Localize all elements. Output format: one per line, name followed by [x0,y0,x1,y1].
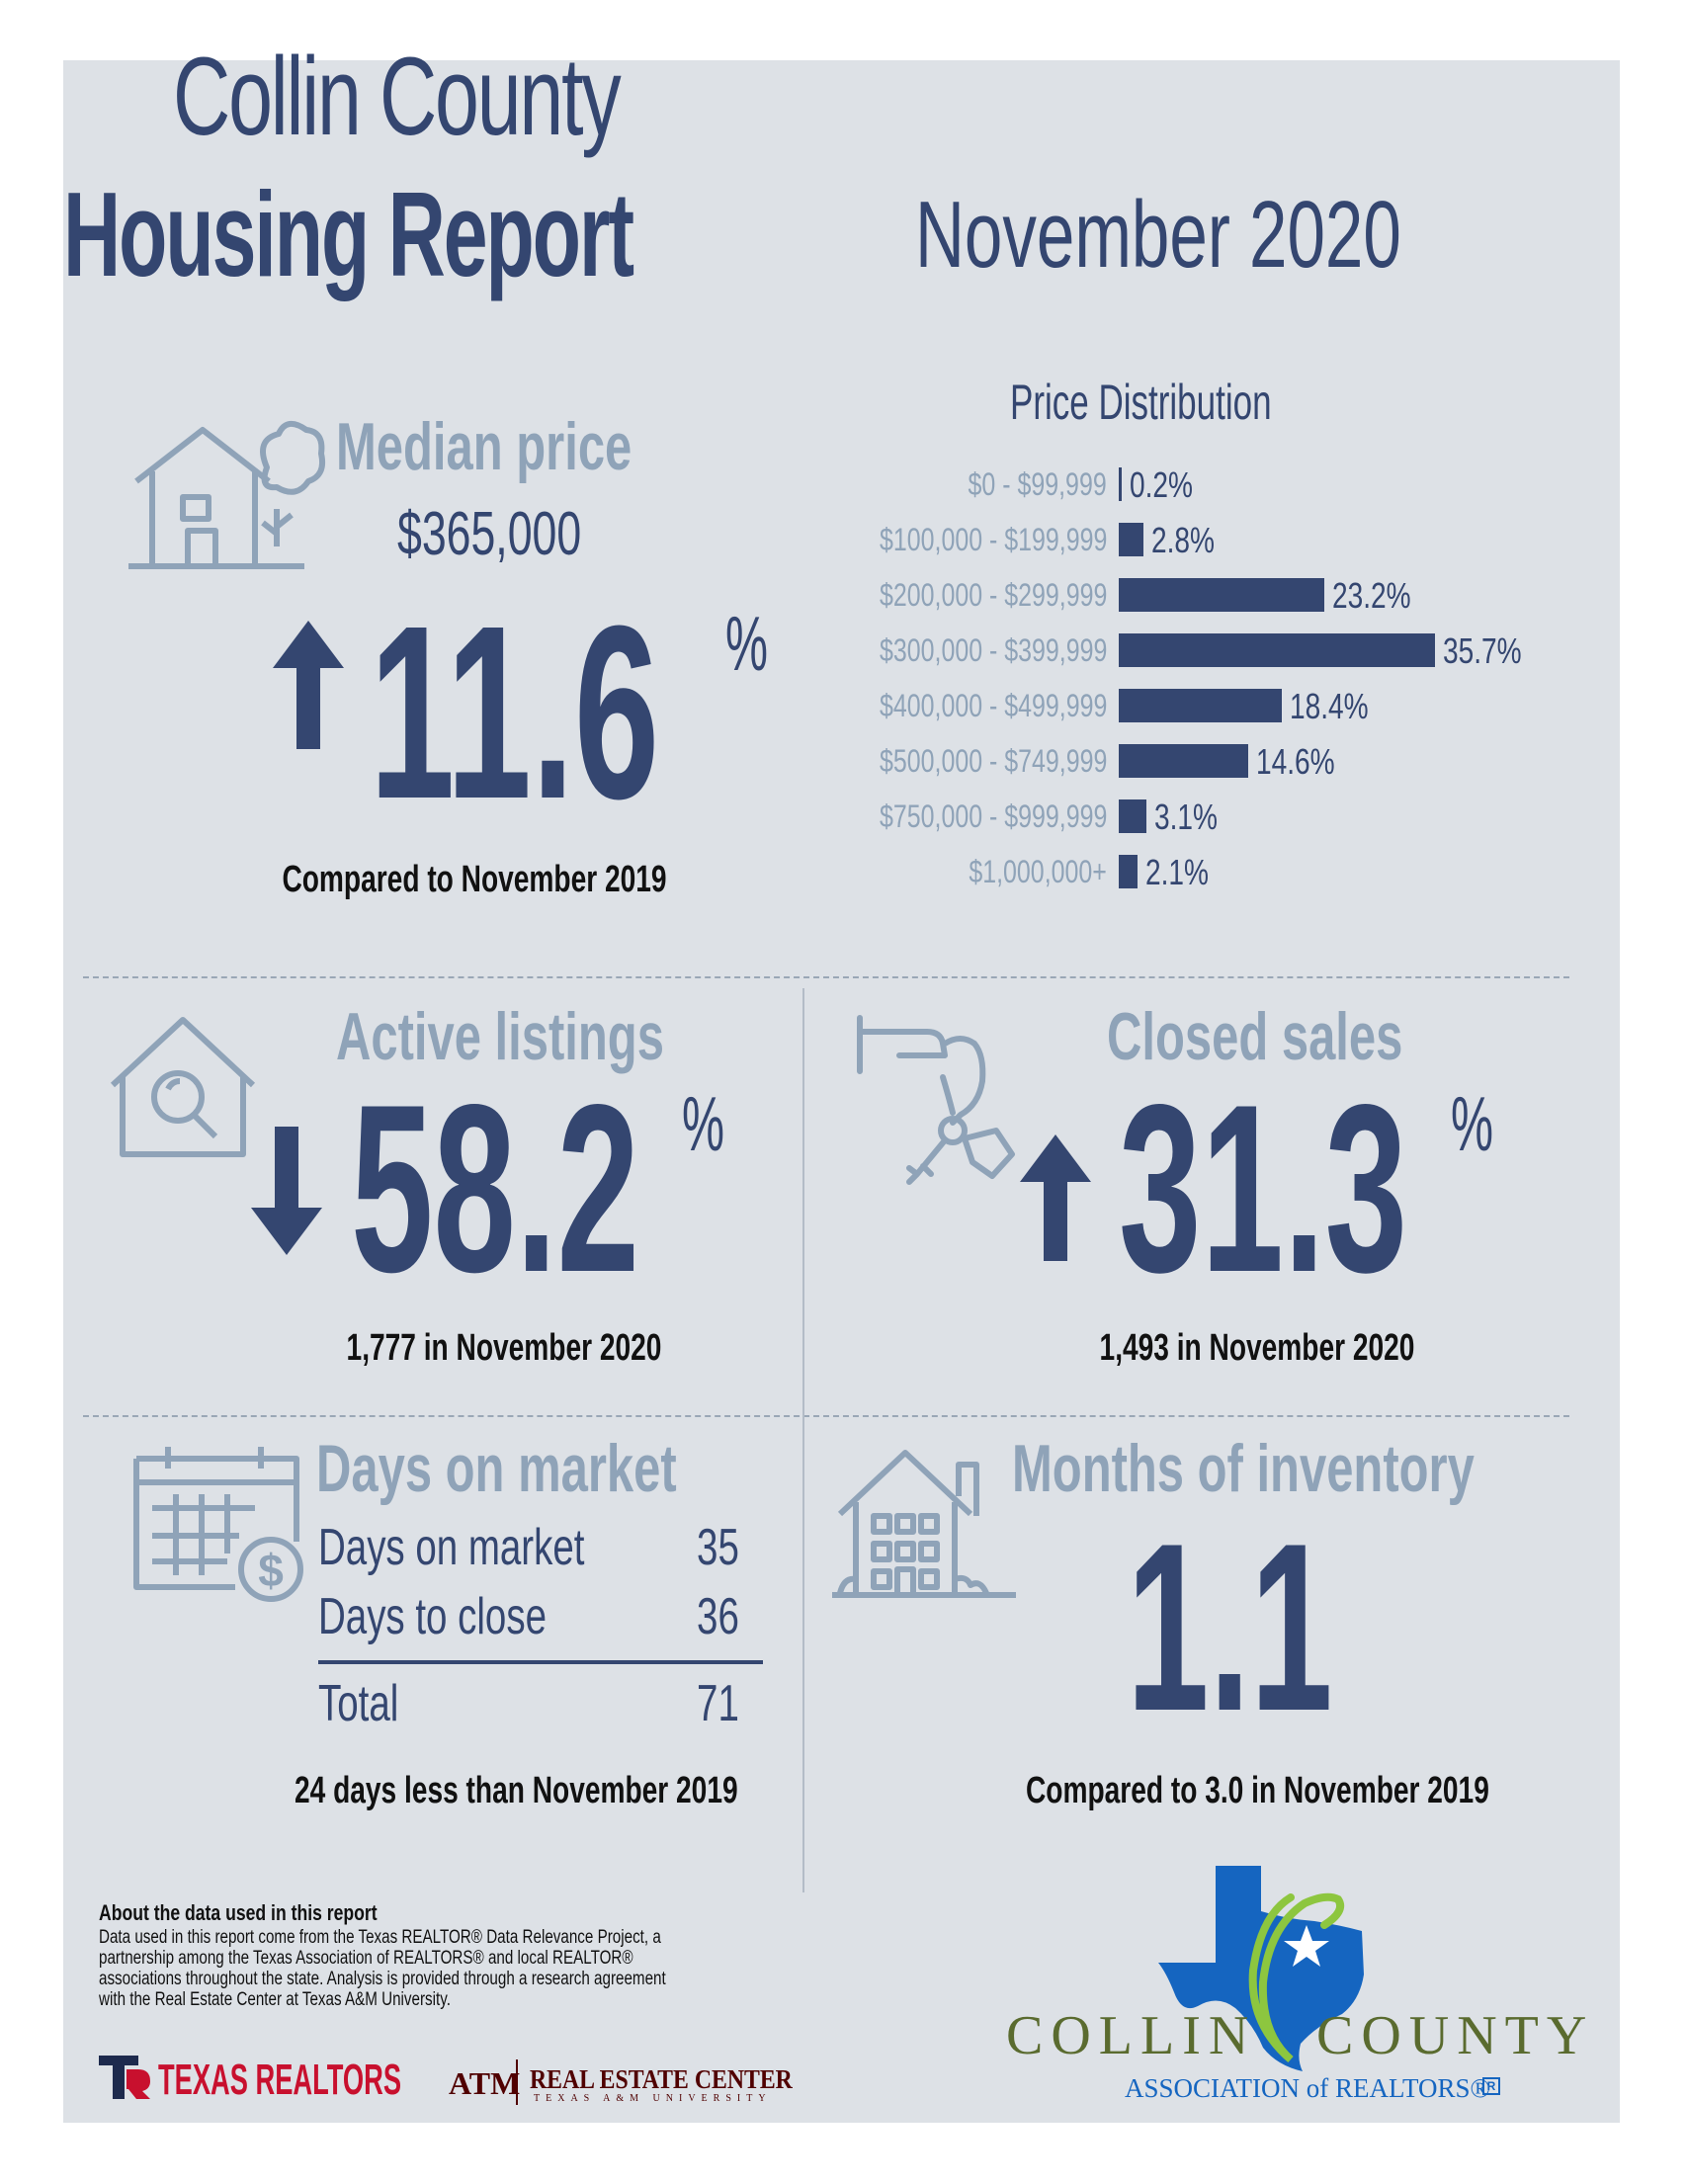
days-on-market-note: 24 days less than November 2019 [295,1770,738,1811]
price-bar-row: $100,000 - $199,999 2.8% [791,520,1542,560]
closed-sales-unit: % [1451,1080,1494,1167]
closed-sales-change: 31.3 [1119,1055,1408,1322]
price-bar-label: $1,000,000+ [969,854,1107,889]
arrow-up-icon [273,621,344,749]
calendar-dollar-icon [133,1447,303,1602]
dom-total-label: Total [318,1675,399,1732]
rec-logo-line2: TEXAS A&M UNIVERSITY [534,2093,772,2104]
price-bar-row: $200,000 - $299,999 23.2% [791,575,1542,616]
price-bar-value: 23.2% [1331,575,1411,616]
house-search-icon [110,1017,256,1157]
dom-row-label: Days on market [318,1519,585,1576]
dom-row-value: 35 [697,1519,739,1576]
price-bar-value: 35.7% [1443,630,1522,671]
months-inventory-note: Compared to 3.0 in November 2019 [1026,1770,1489,1811]
price-bar [1119,744,1248,778]
closed-sales-title: Closed sales [1107,999,1403,1074]
active-listings-title: Active listings [336,999,664,1074]
price-bar [1119,855,1138,888]
median-price-value: $365,000 [397,500,582,568]
collin-county-word1: COLLIN [1006,2005,1257,2066]
months-inventory-value: 1.1 [1127,1494,1333,1761]
realtor-r-icon: R [1482,2077,1500,2095]
about-line: with the Real Estate Center at Texas A&M… [99,1989,451,2010]
dom-total-value: 71 [697,1675,739,1732]
arrow-up-icon-2 [1020,1134,1091,1261]
texas-realtors-mark-icon [99,2056,150,2099]
dom-row-value: 36 [697,1588,739,1645]
active-listings-unit: % [682,1080,725,1167]
price-bar-row: $750,000 - $999,999 3.1% [791,797,1542,837]
title-line1: Collin County [173,35,622,158]
dom-total-rule [318,1660,763,1664]
price-bar-label: $200,000 - $299,999 [879,577,1107,613]
price-bar-value: 18.4% [1289,686,1369,726]
price-bar-value: 2.8% [1151,520,1216,560]
report-month: November 2020 [915,182,1401,288]
price-bar-label: $750,000 - $999,999 [879,798,1107,834]
about-heading: About the data used in this report [99,1900,378,1925]
collin-county-assoc: ASSOCIATION of REALTORS® [1125,2073,1491,2103]
price-bar [1119,633,1435,667]
building-icon [832,1450,1016,1598]
median-change-unit: % [725,600,769,687]
median-change-value: 11.6 [370,574,660,850]
about-line: Data used in this report come from the T… [99,1927,661,1948]
divider-middle [83,1415,1569,1417]
days-on-market-title: Days on market [316,1431,677,1506]
divider-top [83,976,1569,978]
texas-realtors-logo-text: TEXAS REALTORS [158,2056,402,2104]
collin-county-word2: COUNTY [1316,2005,1595,2066]
median-price-title: Median price [336,409,633,484]
closed-sales-note: 1,493 in November 2020 [1099,1327,1415,1369]
months-inventory-title: Months of inventory [1012,1431,1475,1506]
divider-vertical [802,988,804,1892]
active-listings-change: 58.2 [351,1055,640,1322]
hand-key-icon [857,1015,1015,1185]
price-bar [1119,799,1146,833]
tamu-logo: ATM [449,2065,521,2101]
rec-logo-divider [516,2059,518,2105]
rec-logo-line1: REAL ESTATE CENTER [530,2064,793,2094]
price-bar-value: 2.1% [1144,852,1209,892]
price-bar-label: $300,000 - $399,999 [879,632,1107,668]
price-bar [1119,523,1144,556]
about-line: associations throughout the state. Analy… [99,1969,666,1989]
price-bar-row: $0 - $99,999 0.2% [791,464,1542,505]
price-bar-label: $400,000 - $499,999 [879,688,1107,723]
price-distribution-title: Price Distribution [1010,375,1272,430]
price-bar-row: $1,000,000+ 2.1% [791,852,1542,892]
price-bar-value: 0.2% [1130,464,1194,505]
price-bar-label: $500,000 - $749,999 [879,743,1107,779]
title-line2: Housing Report [63,167,634,301]
price-bar-row: $400,000 - $499,999 18.4% [791,686,1542,726]
price-bar-row: $300,000 - $399,999 35.7% [791,630,1542,671]
price-bar-value: 14.6% [1255,741,1335,782]
price-bar [1119,467,1122,501]
about-body: Data used in this report come from the T… [99,1927,700,2010]
price-bar-row: $500,000 - $749,999 14.6% [791,741,1542,782]
price-bar [1119,578,1324,612]
active-listings-note: 1,777 in November 2020 [346,1327,662,1369]
price-bar-value: 3.1% [1153,797,1218,837]
price-bar [1119,689,1282,722]
dom-row-label: Days to close [318,1588,547,1645]
texas-map-logo-icon [1158,1866,1364,2071]
dollar-glyph: $ [258,1545,284,1596]
median-note: Compared to November 2019 [282,859,667,900]
about-line: partnership among the Texas Association … [99,1948,633,1969]
house-tree-icon [128,421,326,569]
report-panel [63,60,1620,2123]
arrow-down-icon [251,1127,322,1255]
price-bar-label: $0 - $99,999 [968,466,1107,502]
price-bar-label: $100,000 - $199,999 [879,522,1107,557]
